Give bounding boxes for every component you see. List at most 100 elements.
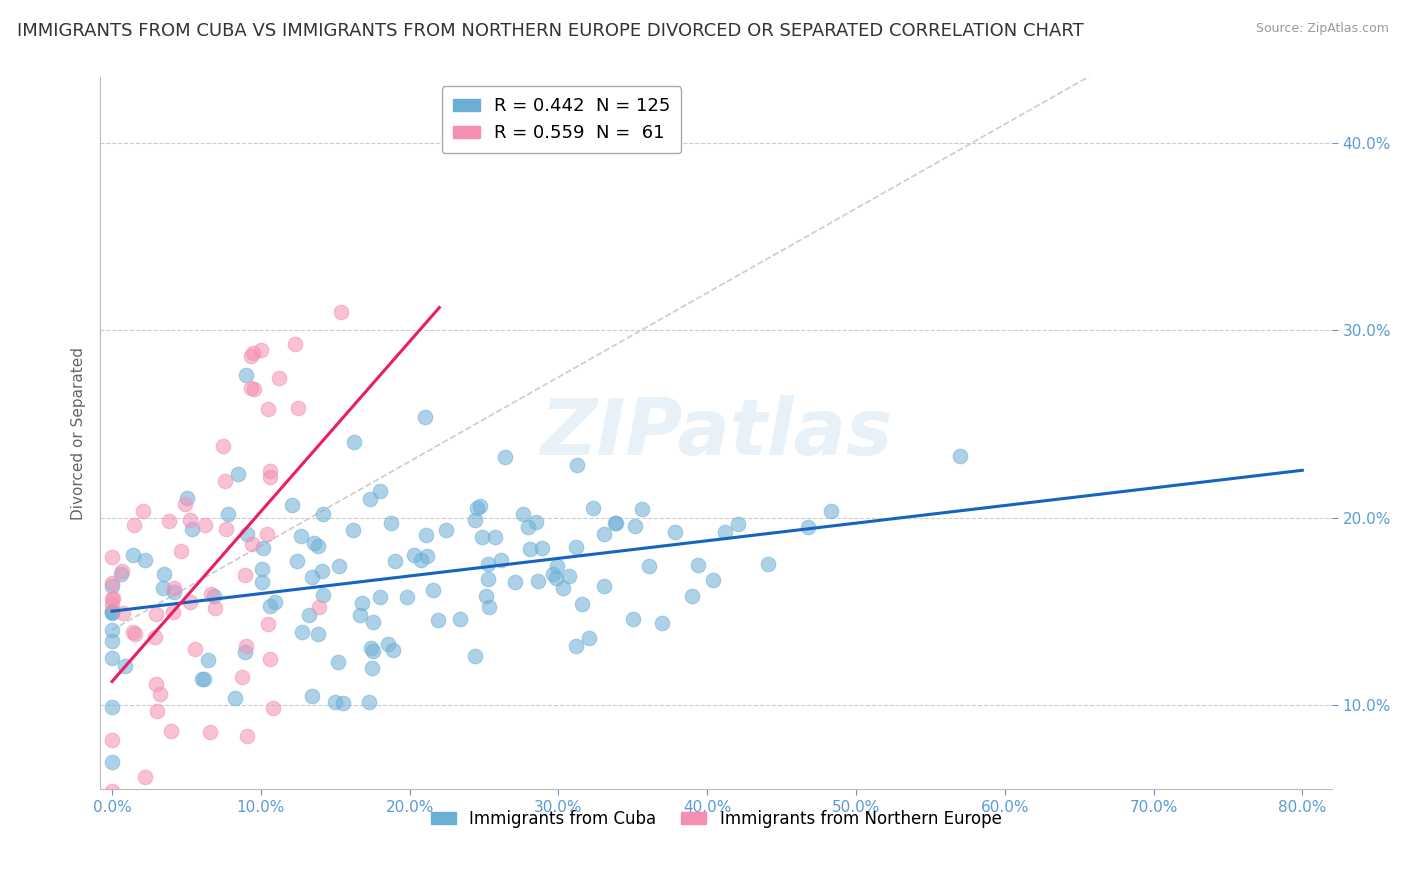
Point (287, 401, 309, 415)
Point (325, 695, 347, 709)
Point (681, 589, 703, 603)
Point (262, 700, 284, 714)
Point (152, 567, 174, 582)
Point (651, 615, 673, 630)
Point (235, 639, 257, 653)
Point (250, 574, 273, 589)
Point (101, 549, 124, 564)
Point (236, 527, 259, 541)
Point (101, 591, 124, 605)
Point (702, 574, 724, 588)
Point (546, 571, 568, 585)
Point (949, 449, 972, 463)
Point (621, 612, 644, 626)
Point (396, 590, 419, 604)
Point (471, 530, 494, 544)
Point (259, 652, 281, 666)
Point (546, 558, 568, 573)
Point (236, 730, 259, 744)
Point (183, 642, 205, 657)
Point (197, 653, 219, 667)
Point (162, 605, 184, 619)
Point (359, 694, 381, 708)
Point (422, 582, 444, 597)
Point (122, 624, 145, 639)
Point (301, 570, 323, 584)
Point (224, 690, 246, 705)
Point (349, 608, 371, 623)
Point (202, 589, 225, 603)
Point (328, 559, 350, 574)
Text: Source: ZipAtlas.com: Source: ZipAtlas.com (1256, 22, 1389, 36)
Point (160, 723, 183, 738)
Point (343, 434, 366, 449)
Point (623, 519, 645, 533)
Point (312, 588, 335, 602)
Point (243, 382, 266, 396)
Point (361, 615, 384, 630)
Point (191, 672, 214, 686)
Point (101, 605, 124, 619)
Point (360, 661, 382, 675)
Point (217, 507, 239, 521)
Point (204, 600, 226, 615)
Point (124, 627, 146, 641)
Point (235, 368, 257, 382)
Point (250, 343, 273, 357)
Point (101, 784, 124, 798)
Point (134, 553, 156, 567)
Point (112, 606, 135, 620)
Point (131, 810, 153, 824)
Point (543, 566, 565, 581)
Point (101, 592, 124, 607)
Point (259, 599, 281, 614)
Point (101, 700, 124, 714)
Point (257, 401, 280, 416)
Point (240, 350, 263, 364)
Point (215, 521, 238, 535)
Point (415, 409, 437, 424)
Point (110, 567, 132, 582)
Point (593, 527, 616, 541)
Point (290, 529, 312, 543)
Point (436, 523, 458, 537)
Point (233, 568, 256, 582)
Point (571, 597, 593, 611)
Point (298, 608, 321, 623)
Point (240, 536, 263, 550)
Point (179, 595, 201, 609)
Point (285, 554, 308, 568)
Point (226, 467, 249, 481)
Point (464, 649, 486, 664)
Point (302, 536, 325, 550)
Point (139, 805, 162, 820)
Point (350, 596, 373, 610)
Point (242, 346, 264, 360)
Point (377, 637, 399, 651)
Point (252, 562, 274, 576)
Point (259, 470, 281, 484)
Point (173, 497, 195, 511)
Point (198, 725, 221, 739)
Point (101, 810, 124, 824)
Point (664, 524, 686, 539)
Point (328, 655, 350, 669)
Y-axis label: Divorced or Separated: Divorced or Separated (72, 347, 86, 520)
Point (148, 686, 170, 700)
Point (101, 633, 124, 648)
Point (714, 525, 737, 540)
Point (291, 624, 314, 639)
Point (267, 371, 290, 385)
Point (101, 606, 124, 620)
Point (145, 677, 167, 691)
Point (307, 626, 329, 640)
Point (122, 548, 145, 562)
Point (101, 755, 124, 769)
Point (170, 544, 193, 558)
Point (478, 599, 501, 614)
Point (516, 520, 538, 534)
Point (176, 491, 198, 505)
Point (342, 523, 364, 537)
Point (122, 517, 145, 532)
Point (477, 557, 499, 571)
